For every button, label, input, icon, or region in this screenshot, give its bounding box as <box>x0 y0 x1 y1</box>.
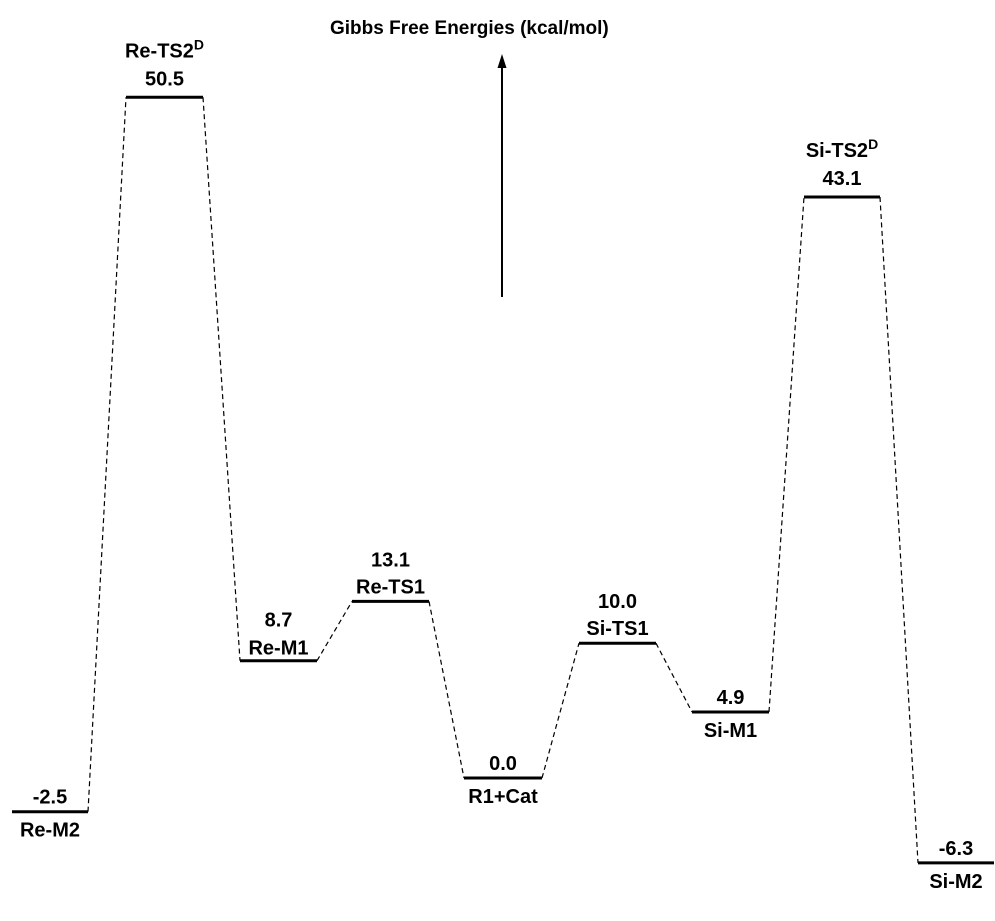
connector-si-ts2d-to-si-m2 <box>879 196 919 863</box>
connector-si-m1-to-si-ts2d <box>768 196 805 712</box>
state-name-superscript: D <box>194 36 204 52</box>
state-name-si-m1: Si-M1 <box>704 720 757 742</box>
energy-value-re-m1: 8.7 <box>265 610 293 632</box>
energy-value-si-ts1: 10.0 <box>598 591 637 613</box>
state-name-si-ts1: Si-TS1 <box>586 618 648 640</box>
energy-value-si-m2: -6.3 <box>939 838 973 860</box>
state-name-re-m2: Re-M2 <box>20 820 80 842</box>
energy-value-si-ts2d: 43.1 <box>823 168 862 190</box>
state-name-text: Si-TS1 <box>586 618 648 640</box>
labels-layer: -2.5Re-M2Re-TS2D50.58.7Re-M113.1Re-TS10.… <box>20 36 983 893</box>
connector-re-m1-to-re-ts1 <box>316 601 353 662</box>
connector-re-m2-to-re-ts2d <box>87 97 127 812</box>
state-name-si-m2: Si-M2 <box>929 871 982 893</box>
energy-value-re-ts1: 13.1 <box>371 549 410 571</box>
energy-value-si-m1: 4.9 <box>717 687 745 709</box>
connections-layer <box>87 97 919 863</box>
state-name-text: Re-TS1 <box>356 576 425 598</box>
state-name-re-ts1: Re-TS1 <box>356 576 425 598</box>
connector-r1-cat-to-si-ts1 <box>541 643 580 779</box>
energy-value-r1-cat: 0.0 <box>489 753 517 775</box>
state-name-re-m1: Re-M1 <box>248 638 308 660</box>
state-name-text: Re-M2 <box>20 820 80 842</box>
state-name-r1-cat: R1+Cat <box>468 786 538 808</box>
state-name-text: Si-M2 <box>929 871 982 893</box>
diagram-title: Gibbs Free Energies (kcal/mol) <box>330 18 609 39</box>
levels-layer <box>12 95 994 865</box>
state-name-text: R1+Cat <box>468 786 538 808</box>
energy-axis-arrow <box>497 54 507 297</box>
state-name-text: Si-M1 <box>704 720 757 742</box>
state-name-text: Re-TS2 <box>125 40 194 62</box>
energy-value-re-m2: -2.5 <box>33 787 67 809</box>
state-name-text: Re-M1 <box>248 638 308 660</box>
state-name-re-ts2d: Re-TS2D <box>125 36 204 62</box>
state-name-superscript: D <box>868 136 878 152</box>
connector-si-ts1-to-si-m1 <box>655 642 693 713</box>
energy-value-re-ts2d: 50.5 <box>145 68 184 90</box>
connector-re-ts2d-to-re-m1 <box>202 97 241 661</box>
state-name-si-ts2d: Si-TS2D <box>806 136 878 162</box>
state-name-text: Si-TS2 <box>806 140 868 162</box>
connector-re-ts1-to-r1-cat <box>428 601 465 779</box>
